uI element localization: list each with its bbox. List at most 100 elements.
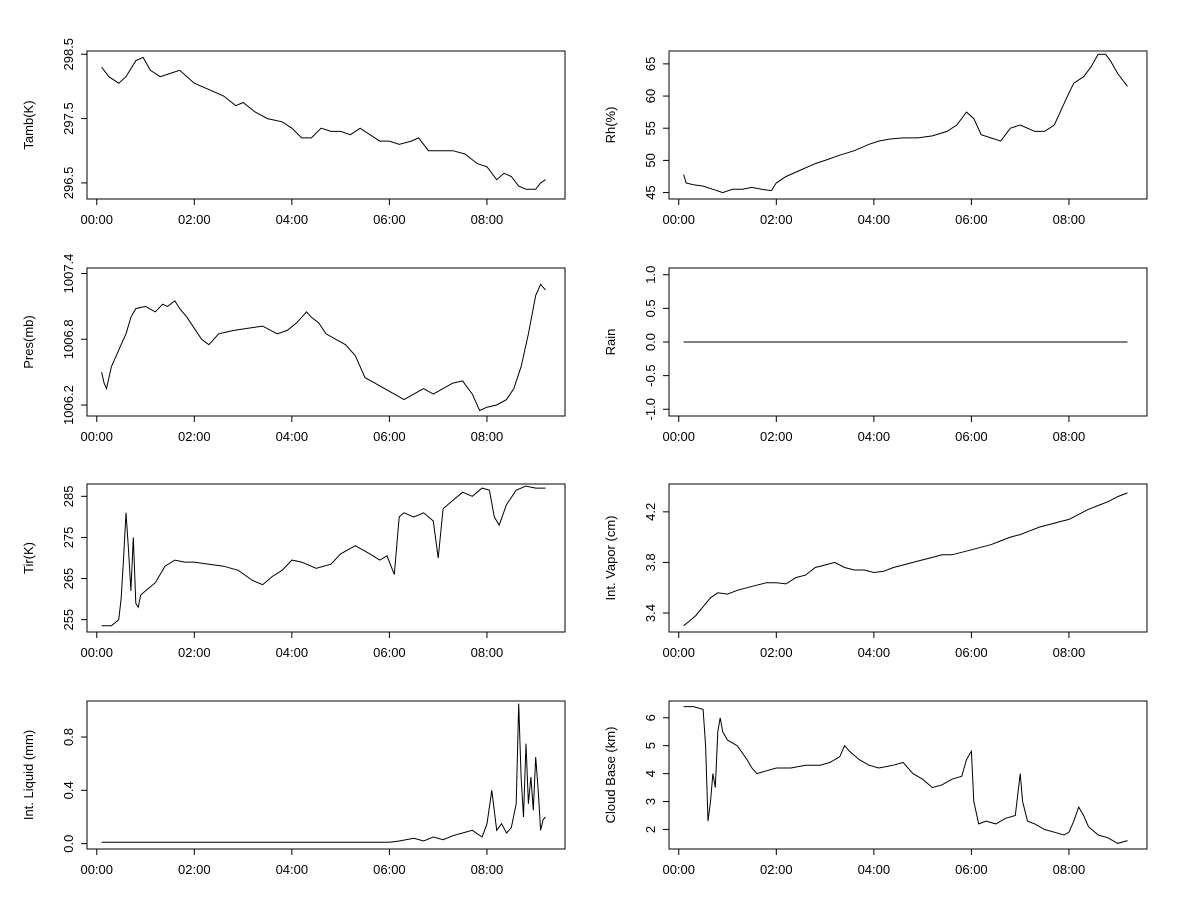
y-tick-label: 0.8 (61, 728, 76, 746)
x-tick-label: 04:00 (276, 429, 309, 444)
y-tick-label: -1.0 (643, 398, 658, 420)
y-tick-label: 1.0 (643, 266, 658, 284)
x-tick-label: 04:00 (276, 862, 309, 877)
plot-frame (86, 700, 566, 850)
panel-7: 00:00 02:00 04:00 06:00 08:00 0.0 0.4 0.8 Int. L… (21, 700, 566, 877)
series-line-1 (101, 283, 546, 412)
x-tick-label: 08:00 (471, 429, 504, 444)
y-tick-label: 4 (643, 770, 658, 777)
x-tick-label: 06:00 (373, 862, 406, 877)
x-tick-label: 04:00 (858, 429, 891, 444)
panel-6: 00:00 02:00 04:00 06:00 08:00 3.4 3.8 4.2 Int. V… (603, 483, 1148, 660)
x-tick-label: 02:00 (760, 212, 793, 227)
x-tick-label: 00:00 (80, 862, 113, 877)
y-tick-label: 265 (61, 568, 76, 590)
y-axis-label: Cloud Base (km) (603, 727, 618, 824)
x-tick-label: 08:00 (1053, 862, 1086, 877)
x-tick-label: 04:00 (276, 212, 309, 227)
series-line-1 (101, 703, 546, 843)
x-tick-label: 02:00 (178, 645, 211, 660)
y-tick-label: 0.4 (61, 781, 76, 799)
x-tick-label: 08:00 (1053, 429, 1086, 444)
y-tick-label: 3 (643, 798, 658, 805)
plot-frame (668, 50, 1148, 200)
x-tick-label: 04:00 (858, 645, 891, 660)
y-tick-label: 298.5 (61, 38, 76, 71)
y-tick-label: 3.4 (643, 604, 658, 622)
y-axis-label: Int. Liquid (mm) (21, 730, 36, 820)
x-tick-label: 06:00 (955, 429, 988, 444)
y-axis-label: Rh(%) (603, 107, 618, 144)
x-tick-label: 02:00 (178, 212, 211, 227)
x-tick-label: 00:00 (662, 862, 695, 877)
y-tick-label: 50 (643, 153, 658, 167)
x-tick-label: 06:00 (373, 645, 406, 660)
panel-8: 00:00 02:00 04:00 06:00 08:00 2 3 4 5 6 Cloud Base… (603, 700, 1148, 877)
panel-1: 00:00 02:00 04:00 06:00 08:00 296.5 297.5 298.5… (21, 38, 566, 227)
x-tick-label: 02:00 (760, 429, 793, 444)
y-tick-label: 297.5 (61, 102, 76, 135)
y-tick-label: 45 (643, 185, 658, 199)
y-tick-label: 5 (643, 742, 658, 749)
x-tick-label: 00:00 (662, 212, 695, 227)
y-tick-label: 1007.4 (61, 254, 76, 294)
plot-frame (86, 50, 566, 200)
y-tick-label: 1006.8 (61, 319, 76, 359)
y-tick-label: 4.2 (643, 503, 658, 521)
series-line-1 (101, 56, 546, 190)
panel-5: 00:00 02:00 04:00 06:00 08:00 255 265 275 285 Tir… (21, 483, 566, 660)
series-line-1 (683, 53, 1128, 194)
y-axis-label: Tamb(K) (21, 100, 36, 149)
x-tick-label: 00:00 (80, 429, 113, 444)
y-tick-label: 255 (61, 609, 76, 631)
panel-3: 00:00 02:00 04:00 06:00 08:00 1006.2 1006.8 100… (21, 254, 566, 444)
series-line-1 (683, 706, 1128, 844)
x-tick-label: 00:00 (662, 429, 695, 444)
x-tick-label: 08:00 (471, 862, 504, 877)
y-axis-label: Rain (603, 329, 618, 356)
x-tick-label: 04:00 (858, 212, 891, 227)
x-tick-label: 00:00 (80, 645, 113, 660)
x-tick-label: 06:00 (373, 212, 406, 227)
y-tick-label: 65 (643, 57, 658, 71)
x-tick-label: 06:00 (373, 429, 406, 444)
y-tick-label: 3.8 (643, 553, 658, 571)
y-tick-label: 0.0 (643, 333, 658, 351)
x-tick-label: 06:00 (955, 645, 988, 660)
x-tick-label: 08:00 (471, 645, 504, 660)
y-tick-label: -0.5 (643, 364, 658, 386)
panel-4: 00:00 02:00 04:00 06:00 08:00 -1.0 -0.5 0.0 0.5 1… (603, 266, 1148, 444)
y-tick-label: 1006.2 (61, 385, 76, 425)
y-tick-label: 60 (643, 89, 658, 103)
series-line-1 (683, 492, 1128, 627)
series-line-1 (101, 485, 546, 627)
x-tick-label: 02:00 (760, 862, 793, 877)
x-tick-label: 08:00 (1053, 212, 1086, 227)
x-tick-label: 08:00 (1053, 645, 1086, 660)
panel-2: 00:00 02:00 04:00 06:00 08:00 45 50 55 60 65 Rh(%) (603, 50, 1148, 227)
x-tick-label: 08:00 (471, 212, 504, 227)
y-tick-label: 6 (643, 714, 658, 721)
x-tick-label: 04:00 (276, 645, 309, 660)
y-axis-label: Pres(mb) (21, 315, 36, 368)
y-axis-label: Int. Vapor (cm) (603, 515, 618, 600)
y-tick-label: 55 (643, 121, 658, 135)
y-tick-label: 2 (643, 826, 658, 833)
plot-frame (668, 483, 1148, 633)
x-tick-label: 06:00 (955, 862, 988, 877)
y-axis-label: Tir(K) (21, 542, 36, 574)
plot-frame (86, 483, 566, 633)
x-tick-label: 02:00 (760, 645, 793, 660)
y-tick-label: 0.5 (643, 299, 658, 317)
plot-frame (86, 267, 566, 417)
x-tick-label: 02:00 (178, 429, 211, 444)
y-tick-label: 296.5 (61, 167, 76, 200)
x-tick-label: 00:00 (662, 645, 695, 660)
y-tick-label: 275 (61, 527, 76, 549)
x-tick-label: 06:00 (955, 212, 988, 227)
y-tick-label: 0.0 (61, 835, 76, 853)
y-tick-label: 285 (61, 485, 76, 507)
x-tick-label: 00:00 (80, 212, 113, 227)
x-tick-label: 04:00 (858, 862, 891, 877)
